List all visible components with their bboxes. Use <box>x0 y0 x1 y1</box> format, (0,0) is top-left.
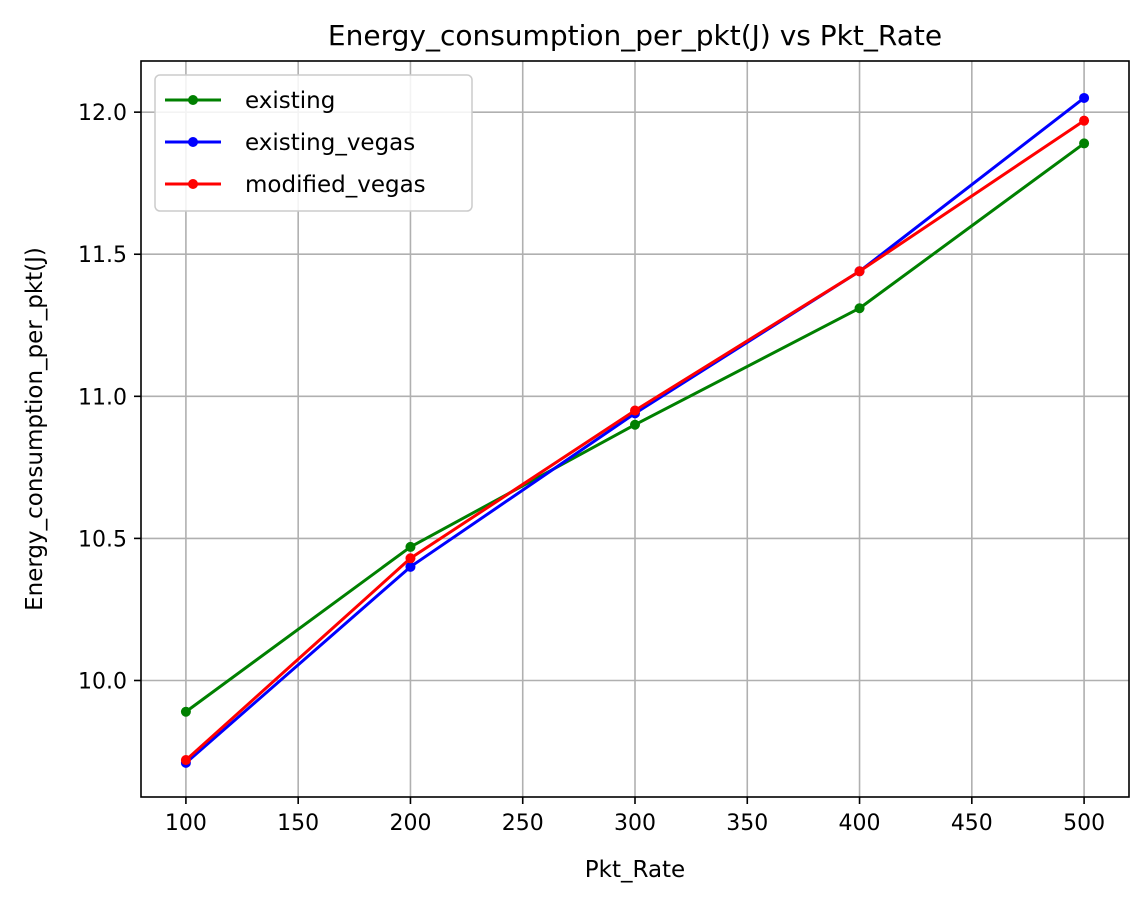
x-tick-label: 450 <box>951 811 993 836</box>
data-point-existing-vegas <box>1079 92 1090 103</box>
data-point-existing <box>405 541 416 552</box>
x-tick-label: 500 <box>1063 811 1105 836</box>
data-point-modified-vegas <box>1079 115 1090 126</box>
x-tick-label: 250 <box>502 811 544 836</box>
data-point-existing <box>630 419 640 430</box>
data-point-modified-vegas <box>405 553 416 564</box>
y-tick-label: 10.0 <box>78 669 127 694</box>
data-point-existing-vegas <box>405 561 416 572</box>
legend-label-existing: existing <box>245 88 335 114</box>
plot-frame <box>140 60 1130 798</box>
y-axis-ticks: 10.0 10.5 11.0 11.5 12.0 <box>78 101 141 694</box>
legend-label-existing-vegas: existing_vegas <box>245 130 415 156</box>
x-axis-label: Pkt_Rate <box>585 857 685 883</box>
legend-marker-modified-vegas <box>188 179 198 189</box>
x-axis-ticks: 100 150 200 250 300 350 400 450 500 <box>165 797 1105 836</box>
data-point-modified-vegas <box>630 405 640 416</box>
data-point-existing <box>854 303 865 314</box>
x-tick-label: 200 <box>389 811 431 836</box>
data-point-existing <box>180 706 191 717</box>
data-point-existing <box>1079 138 1090 149</box>
legend-frame <box>154 74 473 212</box>
y-tick-label: 12.0 <box>78 101 127 126</box>
x-tick-label: 100 <box>165 811 207 836</box>
y-tick-label: 10.5 <box>78 527 127 552</box>
y-axis-label: Energy_consumption_per_pkt(J) <box>22 247 48 611</box>
legend: existing existing_vegas modified_vegas <box>154 74 473 212</box>
x-tick-label: 400 <box>839 811 881 836</box>
series-layer <box>180 92 1090 768</box>
chart-title: Energy_consumption_per_pkt(J) vs Pkt_Rat… <box>328 19 942 52</box>
x-tick-label: 150 <box>277 811 319 836</box>
legend-label-modified-vegas: modified_vegas <box>245 172 426 198</box>
data-point-modified-vegas <box>180 755 191 766</box>
y-tick-label: 11.0 <box>78 385 127 410</box>
x-tick-label: 350 <box>726 811 768 836</box>
legend-marker-existing-vegas <box>188 137 198 147</box>
data-point-modified-vegas <box>854 266 865 277</box>
y-tick-label: 11.5 <box>78 243 127 268</box>
x-tick-label: 300 <box>614 811 656 836</box>
legend-marker-existing <box>188 95 198 105</box>
